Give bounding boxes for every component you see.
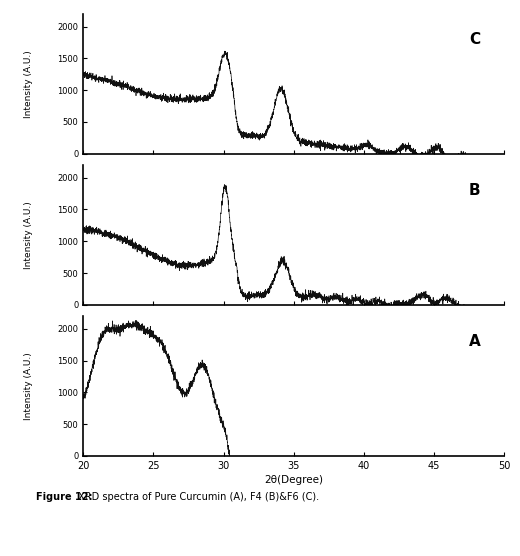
Text: B: B xyxy=(469,183,480,197)
Text: A: A xyxy=(469,334,481,349)
Text: Figure 12:: Figure 12: xyxy=(36,492,93,502)
Text: C: C xyxy=(470,32,480,47)
Text: XRD spectra of Pure Curcumin (A), F4 (B)&F6 (C).: XRD spectra of Pure Curcumin (A), F4 (B)… xyxy=(75,492,319,502)
X-axis label: 2θ(Degree): 2θ(Degree) xyxy=(264,475,323,485)
Y-axis label: Intensity (A.U.): Intensity (A.U.) xyxy=(23,50,33,118)
Y-axis label: Intensity (A.U.): Intensity (A.U.) xyxy=(23,201,33,269)
Y-axis label: Intensity (A.U.): Intensity (A.U.) xyxy=(23,352,33,420)
